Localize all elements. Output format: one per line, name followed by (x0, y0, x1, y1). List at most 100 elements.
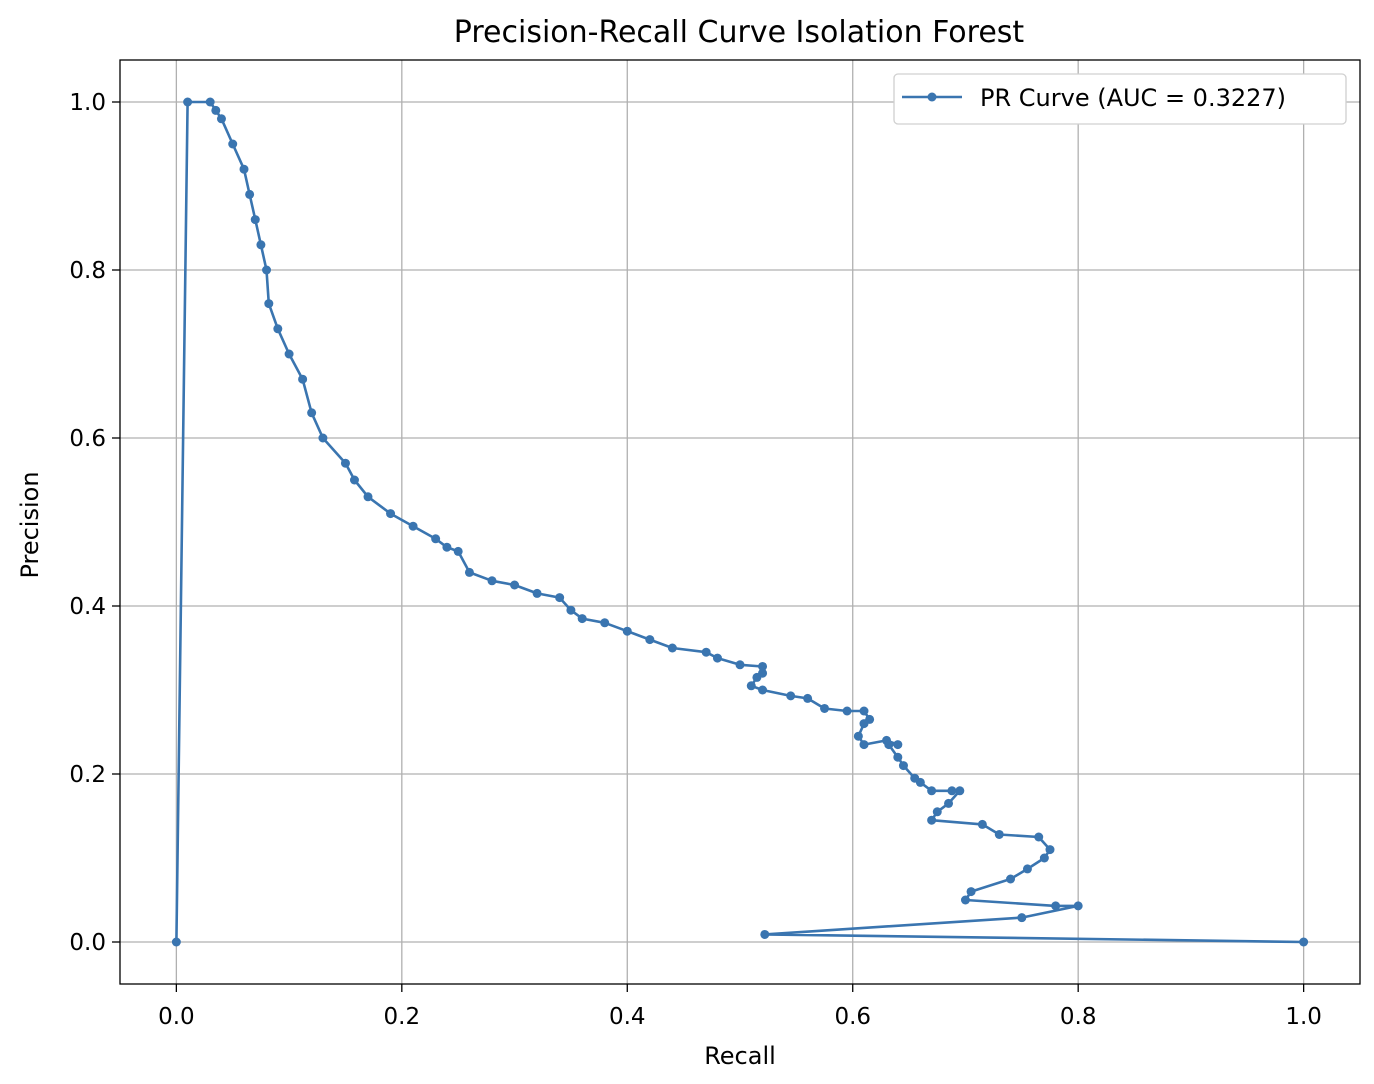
pr-curve-point (977, 819, 987, 829)
pr-curve-point (927, 786, 937, 796)
pr-curve-point (363, 492, 373, 502)
pr-curve-point (510, 580, 520, 590)
pr-curve-point (1045, 845, 1055, 855)
pr-curve-point (882, 735, 892, 745)
legend: PR Curve (AUC = 0.3227) (893, 73, 1347, 125)
pr-curve-point (955, 786, 965, 796)
x-tick-label: 0.6 (834, 1004, 871, 1030)
plot-frame (119, 59, 1361, 985)
pr-curve-point (264, 299, 274, 309)
pr-curve-point (932, 807, 942, 817)
chart-title: Precision-Recall Curve Isolation Forest (454, 15, 1025, 50)
pr-curve-point (228, 139, 238, 149)
x-tick-label: 0.4 (609, 1004, 646, 1030)
pr-curve-point (758, 668, 768, 678)
pr-curve-point (600, 618, 610, 628)
pr-curve-point (893, 752, 903, 762)
x-tick-label: 0.8 (1060, 1004, 1097, 1030)
pr-curve-point (622, 626, 632, 636)
pr-curve-point (960, 895, 970, 905)
pr-curve-point (307, 408, 317, 418)
x-tick-label: 1.0 (1285, 1004, 1322, 1030)
pr-curve-point (701, 647, 711, 657)
pr-curve-point (994, 829, 1004, 839)
pr-curve-point (262, 265, 272, 275)
grid-lines (120, 60, 1360, 984)
pr-curve-point (853, 731, 863, 741)
pr-curve-point (842, 706, 852, 716)
y-tick-label: 0.6 (69, 426, 106, 452)
pr-curve-point (216, 114, 226, 124)
pr-curve-point (205, 97, 215, 107)
pr-curve-point (464, 567, 474, 577)
pr-curve-point (820, 703, 830, 713)
pr-curve-point (183, 97, 193, 107)
pr-curve-point (211, 105, 221, 115)
pr-curve-point (284, 349, 294, 359)
pr-curve-point (349, 475, 359, 485)
pr-curve-point (1034, 832, 1044, 842)
pr-curve-point (1051, 901, 1061, 911)
pr-curve-point (712, 653, 722, 663)
pr-curve-point (577, 614, 587, 624)
y-tick-label: 0.0 (69, 930, 106, 956)
pr-curve-point (298, 374, 308, 384)
pr-curve-point (746, 681, 756, 691)
pr-curve-point (532, 588, 542, 598)
pr-curve-point (803, 693, 813, 703)
pr-curve-point (250, 215, 260, 225)
pr-curve-point (431, 534, 441, 544)
pr-curve-point (386, 509, 396, 519)
pr-curve-point (893, 740, 903, 750)
pr-curve-point (927, 815, 937, 825)
pr-curve-point (898, 761, 908, 771)
legend-marker-swatch (927, 92, 937, 102)
pr-curve-point (256, 240, 266, 250)
axis-ticks: 0.0 0.2 0.4 0.6 0.8 1.0 0.0 0.2 0.4 0.6 0.8 1.0 (69, 90, 1322, 1030)
pr-curve-point (245, 189, 255, 199)
pr-curve-point (760, 929, 770, 939)
pr-curve-point (487, 576, 497, 586)
x-tick-label: 0.2 (384, 1004, 421, 1030)
pr-curve-point (645, 635, 655, 645)
pr-curve-point (340, 458, 350, 468)
pr-curve-point (667, 643, 677, 653)
pr-curve-point (239, 164, 249, 174)
y-tick-label: 0.8 (69, 258, 106, 284)
pr-curve-point (947, 786, 957, 796)
pr-curve-point (1073, 901, 1083, 911)
pr-curve-point (1299, 937, 1309, 947)
pr-curve-point (735, 660, 745, 670)
pr-curve-point (1017, 913, 1027, 923)
pr-curve-point (859, 740, 869, 750)
pr-curve-point (859, 706, 869, 716)
legend-box (893, 73, 1347, 125)
pr-curve-point (171, 937, 181, 947)
pr-curve-point (566, 605, 576, 615)
pr-curve-point (758, 661, 768, 671)
pr-curve-line (175, 100, 1304, 944)
pr-curve-point (786, 691, 796, 701)
pr-curve-point (910, 773, 920, 783)
y-axis-label: Precision (16, 471, 44, 578)
pr-curve-point (865, 714, 875, 724)
pr-curve-point (318, 433, 328, 443)
pr-curve-point (273, 324, 283, 334)
pr-curve-point (1022, 864, 1032, 874)
legend-label: PR Curve (AUC = 0.3227) (980, 84, 1286, 112)
pr-curve-point (555, 593, 565, 603)
y-tick-label: 1.0 (69, 90, 106, 116)
pr-curve-point (1006, 874, 1016, 884)
pr-curve-point (1039, 853, 1049, 863)
pr-curve-point (408, 521, 418, 531)
y-tick-label: 0.4 (69, 594, 106, 620)
pr-curve-point (453, 546, 463, 556)
pr-curve-point (966, 887, 976, 897)
x-axis-label: Recall (704, 1042, 776, 1070)
pr-curve-point (442, 542, 452, 552)
pr-curve-point (944, 798, 954, 808)
plot-area (171, 97, 1309, 947)
y-tick-label: 0.2 (69, 762, 106, 788)
pr-curve-point (758, 685, 768, 695)
